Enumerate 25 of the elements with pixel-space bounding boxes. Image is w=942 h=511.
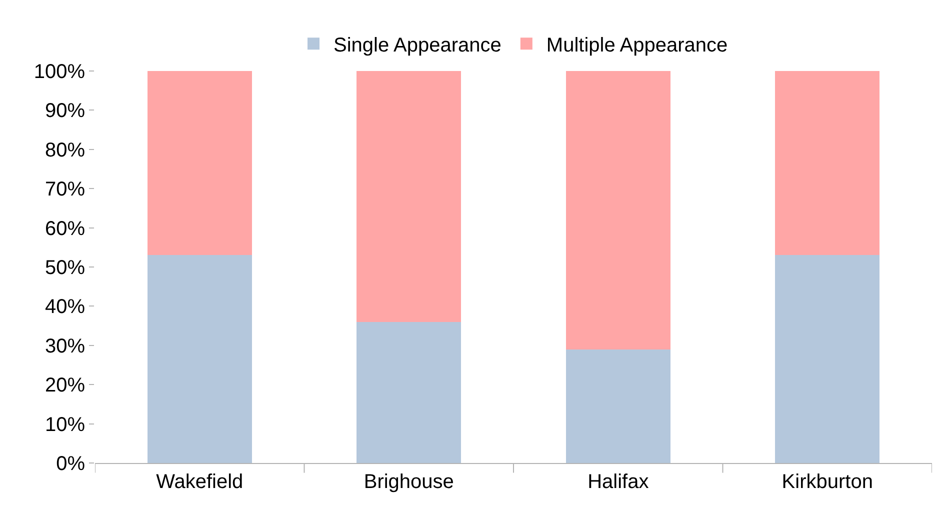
y-tick-label: 90% bbox=[44, 100, 86, 122]
bar bbox=[147, 255, 252, 463]
y-tick-label: 70% bbox=[44, 178, 86, 201]
y-tick-label: 40% bbox=[44, 296, 86, 318]
x-tick-label: Brighouse bbox=[364, 471, 454, 493]
x-tick-label: Wakefield bbox=[156, 471, 244, 493]
bar bbox=[356, 322, 462, 463]
x-tick-label: Halifax bbox=[588, 471, 649, 493]
bar bbox=[566, 71, 670, 350]
x-tick-label: Kirkburton bbox=[782, 471, 873, 493]
y-tick-label: 50% bbox=[44, 257, 86, 279]
y-tick-label: 60% bbox=[44, 218, 86, 240]
bar bbox=[147, 71, 252, 256]
y-tick-label: 30% bbox=[44, 335, 86, 358]
bar bbox=[775, 255, 880, 463]
y-tick-label: 0% bbox=[56, 453, 86, 475]
legend-label: Single Appearance bbox=[334, 34, 502, 56]
bar bbox=[356, 71, 462, 322]
y-tick-label: 10% bbox=[44, 414, 86, 436]
y-tick-label: 20% bbox=[44, 374, 86, 397]
y-tick-label: 80% bbox=[44, 139, 86, 162]
y-tick-label: 100% bbox=[34, 61, 86, 83]
bar bbox=[566, 349, 670, 463]
bar bbox=[775, 71, 880, 256]
legend-label: Multiple Appearance bbox=[546, 34, 728, 56]
